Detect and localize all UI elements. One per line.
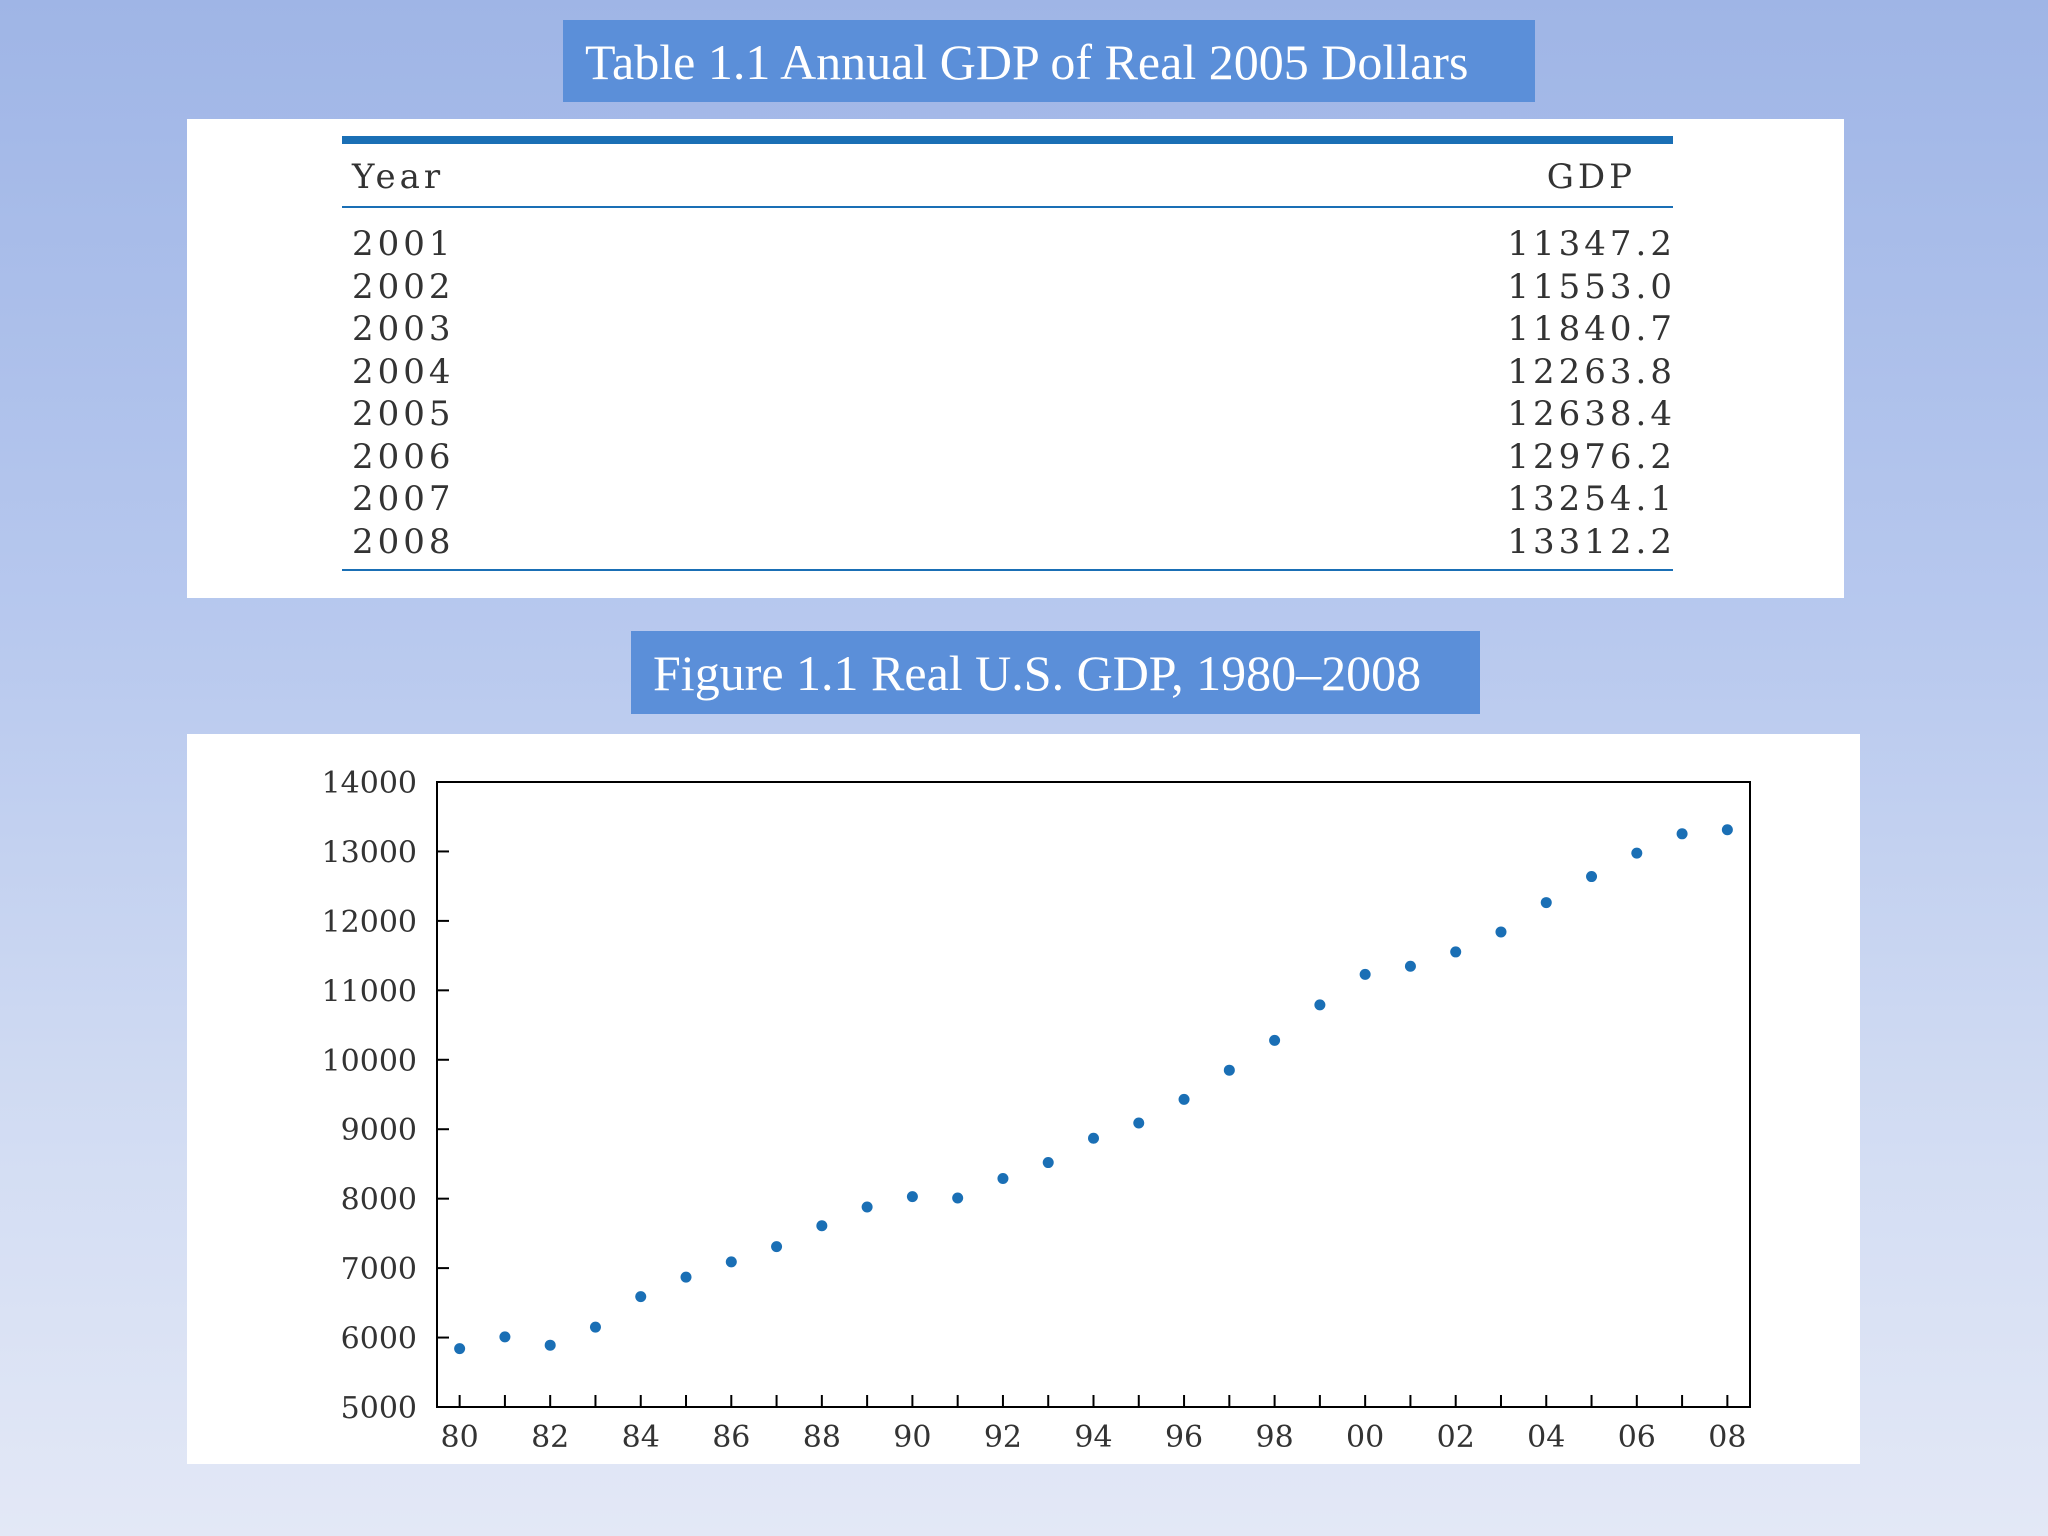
data-point [997, 1173, 1009, 1185]
table-cell-gdp: 11553.0 [1507, 266, 1676, 307]
data-point [589, 1321, 601, 1333]
data-point [1042, 1157, 1054, 1169]
plot-frame [436, 781, 1751, 1408]
table-cell-year: 2007 [352, 479, 455, 519]
data-point [1223, 1064, 1235, 1076]
gdp-table: Year GDP 2001 11347.2 2002 11553.0 2003 11840… [187, 119, 1844, 598]
x-tick-label: 08 [1708, 1420, 1746, 1455]
table-cell-year: 2006 [352, 436, 455, 477]
data-point [635, 1291, 647, 1303]
table-cell-gdp: 12976.2 [1507, 436, 1676, 477]
x-tick-label: 02 [1437, 1420, 1475, 1455]
x-tick-label: 80 [441, 1420, 479, 1455]
x-tick-label: 04 [1527, 1420, 1565, 1455]
data-point [952, 1192, 964, 1204]
data-point [1404, 960, 1416, 972]
data-point [725, 1256, 737, 1268]
y-tick-label: 13000 [322, 835, 417, 870]
data-point [1721, 824, 1733, 836]
year-column-header: Year [352, 157, 445, 197]
data-point [1269, 1034, 1281, 1046]
y-tick-label: 10000 [322, 1044, 417, 1079]
y-tick-label: 7000 [341, 1252, 417, 1287]
gdp-scatter-chart: 5000600070008000900010000110001200013000… [322, 766, 1751, 1455]
table-top-rule [342, 136, 1673, 144]
y-tick-label: 12000 [322, 905, 417, 940]
table-cell-gdp: 13312.2 [1507, 521, 1676, 562]
data-point [861, 1201, 873, 1213]
table-cell-gdp: 11347.2 [1507, 224, 1676, 264]
table-cell-gdp: 13254.1 [1507, 479, 1676, 519]
x-tick-label: 00 [1346, 1420, 1384, 1455]
y-tick-label: 6000 [341, 1322, 417, 1357]
x-tick-label: 06 [1618, 1420, 1656, 1455]
y-tick-label: 5000 [341, 1391, 417, 1426]
data-point [1676, 828, 1688, 840]
table-cell-gdp: 12638.4 [1507, 394, 1676, 434]
data-point [1314, 999, 1326, 1011]
data-point [454, 1343, 466, 1355]
x-tick-label: 88 [803, 1420, 841, 1455]
x-tick-label: 96 [1165, 1420, 1203, 1455]
table-cell-gdp: 12263.8 [1507, 351, 1676, 392]
x-tick-label: 92 [984, 1420, 1022, 1455]
data-point [1540, 897, 1552, 909]
data-point [1586, 871, 1598, 883]
data-point [906, 1191, 918, 1203]
data-point [680, 1271, 692, 1283]
x-tick-label: 82 [531, 1420, 569, 1455]
table-cell-year: 2008 [352, 521, 455, 562]
chart-panel: 5000 6000 7000 8000 9000 10000 11000 12000 13000… [187, 734, 1860, 1464]
data-point [771, 1241, 783, 1253]
x-tick-label: 98 [1256, 1420, 1294, 1455]
table-cell-year: 2002 [352, 266, 455, 307]
table-cell-gdp: 11840.7 [1507, 309, 1676, 349]
x-tick-label: 90 [893, 1420, 931, 1455]
data-point [499, 1331, 511, 1343]
data-point [544, 1339, 556, 1351]
data-point [1133, 1117, 1145, 1129]
data-point [1359, 968, 1371, 980]
table-title: Table 1.1 Annual GDP of Real 2005 Dollar… [563, 20, 1535, 102]
data-point [1495, 926, 1507, 938]
y-tick-label: 8000 [341, 1183, 417, 1218]
y-tick-label: 11000 [322, 974, 417, 1009]
table-cell-year: 2004 [352, 351, 455, 392]
gdp-column-header: GDP [1546, 157, 1636, 197]
table-header-rule [342, 206, 1673, 208]
figure-title: Figure 1.1 Real U.S. GDP, 1980–2008 [631, 631, 1480, 714]
table-cell-year: 2005 [352, 394, 455, 434]
y-tick-label: 14000 [322, 766, 417, 801]
data-point [1450, 946, 1462, 958]
table-cell-year: 2001 [352, 224, 455, 264]
x-tick-label: 94 [1074, 1420, 1112, 1455]
data-point [1178, 1093, 1190, 1105]
table-bottom-rule [342, 569, 1673, 571]
y-tick-label: 9000 [341, 1113, 417, 1148]
data-point [816, 1220, 828, 1232]
x-tick-label: 84 [622, 1420, 660, 1455]
data-point [1631, 847, 1643, 859]
data-point [1088, 1132, 1099, 1144]
table-cell-year: 2003 [352, 309, 455, 349]
x-tick-label: 86 [712, 1420, 750, 1455]
